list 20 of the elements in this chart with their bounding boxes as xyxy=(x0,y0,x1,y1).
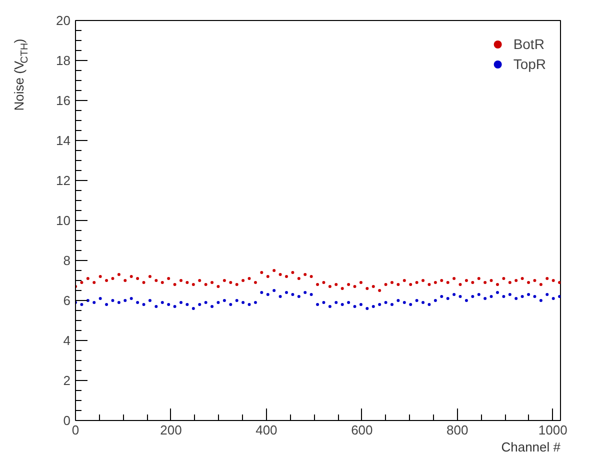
x-tick-label: 1000 xyxy=(538,422,568,438)
y-tick-label: 20 xyxy=(56,13,71,28)
y-tick-label: 8 xyxy=(63,253,71,268)
y-tick-label: 10 xyxy=(56,213,71,228)
x-tick-label: 600 xyxy=(351,422,373,438)
legend-label: BotR xyxy=(513,36,544,52)
x-axis-title: Channel # xyxy=(501,440,562,454)
y-tick-label: 18 xyxy=(56,53,71,68)
y-tick-label: 14 xyxy=(56,133,71,148)
x-tick-label: 200 xyxy=(160,422,182,438)
legend-label: TopR xyxy=(513,56,546,72)
y-tick-label: 16 xyxy=(56,93,71,108)
y-tick-label: 2 xyxy=(63,373,71,388)
y-tick-label: 0 xyxy=(63,413,71,428)
x-tick-label: 800 xyxy=(446,422,468,438)
y-axis-title: Noise (VCTH) xyxy=(12,38,30,111)
y-tick-label: 4 xyxy=(63,333,71,348)
y-tick-label: 6 xyxy=(63,293,71,308)
x-tick-label: 400 xyxy=(256,422,278,438)
y-tick-label: 12 xyxy=(56,173,71,188)
